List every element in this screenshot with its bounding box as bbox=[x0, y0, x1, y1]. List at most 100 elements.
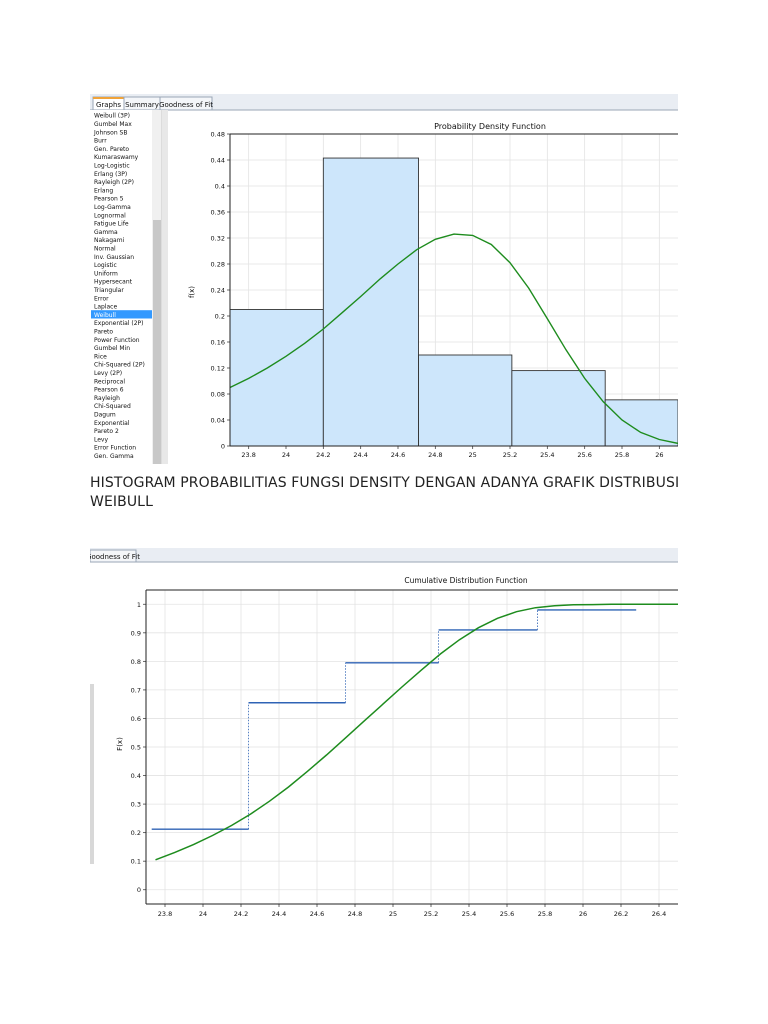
distribution-list-item[interactable]: Rayleigh (2P) bbox=[94, 179, 134, 186]
distribution-list-item[interactable]: Pareto bbox=[94, 329, 113, 336]
tab-label: Graphs bbox=[96, 101, 121, 109]
pdf-y-tick-label: 0.2 bbox=[215, 313, 225, 321]
distribution-list-item[interactable]: Levy (2P) bbox=[94, 370, 122, 377]
cdf-x-tick-label: 24.2 bbox=[234, 910, 248, 918]
distribution-list-item[interactable]: Power Function bbox=[94, 337, 140, 344]
pdf-y-tick-label: 0.36 bbox=[211, 209, 225, 217]
distribution-list-item[interactable]: Uniform bbox=[94, 270, 118, 277]
distribution-list-item[interactable]: Chi-Squared bbox=[94, 403, 131, 410]
distribution-list-item[interactable]: Error bbox=[94, 295, 109, 302]
pdf-y-tick-label: 0.28 bbox=[211, 261, 225, 269]
distribution-list-item[interactable]: Hypersecant bbox=[94, 279, 133, 286]
cdf-y-tick-label: 0.7 bbox=[131, 686, 141, 694]
tab-label: Goodness of Fit bbox=[90, 553, 140, 561]
pdf-y-tick-label: 0.08 bbox=[211, 391, 225, 399]
cdf-y-tick-label: 0.2 bbox=[131, 829, 141, 837]
distribution-list-item[interactable]: Burr bbox=[94, 138, 107, 145]
pdf-window-svg: Graphs Summary Goodness of Fit Weibull (3P… bbox=[90, 94, 679, 464]
pdf-y-tick-label: 0.16 bbox=[211, 339, 225, 347]
cdf-y-tick-label: 0 bbox=[137, 886, 141, 894]
cdf-y-tick-label: 0.6 bbox=[131, 715, 141, 723]
distribution-list-item[interactable]: Gen. Gamma bbox=[94, 453, 134, 460]
pdf-histogram-bar bbox=[511, 370, 606, 447]
cdf-x-tick-label: 25.2 bbox=[424, 910, 438, 918]
distribution-list-item[interactable]: Erlang bbox=[94, 187, 113, 194]
tab-active-indicator bbox=[93, 97, 124, 99]
cdf-y-tick-label: 0.8 bbox=[131, 658, 141, 666]
pdf-y-tick-label: 0.24 bbox=[211, 287, 225, 295]
pdf-histogram-bar bbox=[604, 399, 679, 447]
distribution-list-item[interactable]: Error Function bbox=[94, 445, 136, 452]
distribution-list-item[interactable]: Reciprocal bbox=[94, 378, 125, 385]
distribution-list-item[interactable]: Gen. Pareto bbox=[94, 146, 129, 153]
distribution-list-item[interactable]: Inv. Gaussian bbox=[94, 254, 134, 261]
pdf-x-tick-label: 25.6 bbox=[577, 451, 591, 459]
cdf-window-svg: Goodness of Fit Cumulative Distribution … bbox=[86, 548, 678, 924]
cdf-y-tick-label: 0.9 bbox=[131, 629, 141, 637]
tab-goodness-of-fit[interactable] bbox=[89, 549, 137, 563]
distribution-list-item[interactable]: Chi-Squared (2P) bbox=[94, 362, 145, 369]
cdf-window: Goodness of Fit Cumulative Distribution … bbox=[86, 548, 678, 924]
distribution-list-item[interactable]: Exponential (2P) bbox=[94, 320, 144, 327]
cdf-x-tick-label: 23.8 bbox=[158, 910, 172, 918]
distribution-list-item[interactable]: Pearson 5 bbox=[94, 196, 124, 203]
distribution-list-item[interactable]: Dagum bbox=[94, 412, 116, 419]
distribution-list-item[interactable]: Normal bbox=[94, 246, 116, 253]
tab-goodness-of-fit[interactable] bbox=[159, 96, 213, 111]
distribution-list-item[interactable]: Triangular bbox=[93, 287, 124, 294]
pdf-x-tick-label: 26 bbox=[655, 451, 663, 459]
cdf-chart-title: Cumulative Distribution Function bbox=[404, 576, 527, 585]
distribution-list-item[interactable]: Levy bbox=[94, 436, 108, 443]
pdf-y-axis-label: f(x) bbox=[188, 286, 196, 298]
cdf-x-tick-label: 26 bbox=[579, 910, 587, 918]
distribution-list-item[interactable]: Log-Gamma bbox=[94, 204, 131, 211]
distribution-list-item[interactable]: Pareto 2 bbox=[94, 428, 119, 435]
pdf-weibull-curve bbox=[229, 233, 679, 445]
cdf-x-tick-label: 25.4 bbox=[462, 910, 476, 918]
distribution-list-item[interactable]: Weibull bbox=[94, 312, 116, 319]
cdf-y-tick-label: 0.3 bbox=[131, 801, 141, 809]
distribution-list-item[interactable]: Johnson SB bbox=[93, 129, 127, 136]
distribution-list-item[interactable]: Rice bbox=[94, 353, 107, 360]
cdf-x-tick-label: 24.6 bbox=[310, 910, 324, 918]
pdf-x-tick-label: 24.2 bbox=[316, 451, 330, 459]
pdf-y-tick-label: 0.12 bbox=[211, 365, 225, 373]
pdf-x-tick-label: 24.8 bbox=[428, 451, 442, 459]
distribution-list-item[interactable]: Pearson 6 bbox=[94, 387, 124, 394]
pdf-x-tick-label: 25.8 bbox=[615, 451, 629, 459]
distribution-list-item[interactable]: Gamma bbox=[94, 229, 118, 236]
distribution-list-item[interactable]: Nakagami bbox=[94, 237, 125, 244]
cdf-weibull-curve bbox=[155, 603, 678, 861]
pdf-y-tick-label: 0.44 bbox=[211, 157, 225, 165]
cdf-y-axis-label: F(x) bbox=[116, 737, 124, 751]
distribution-list-item[interactable]: Laplace bbox=[94, 304, 117, 311]
cdf-y-tick-label: 0.4 bbox=[131, 772, 141, 780]
pdf-y-tick-label: 0.04 bbox=[211, 417, 225, 425]
pdf-y-tick-label: 0.48 bbox=[211, 131, 225, 139]
pdf-x-tick-label: 25 bbox=[469, 451, 477, 459]
pdf-window: Graphs Summary Goodness of Fit Weibull (3P… bbox=[90, 94, 679, 464]
cdf-y-tick-label: 0.5 bbox=[131, 744, 141, 752]
list-item-selected-highlight bbox=[91, 310, 152, 319]
pdf-x-tick-label: 24.6 bbox=[391, 451, 405, 459]
distribution-list-item[interactable]: Fatigue Life bbox=[94, 221, 129, 228]
pdf-y-tick-label: 0.4 bbox=[215, 183, 225, 191]
distribution-list-item[interactable]: Weibull (3P) bbox=[94, 113, 130, 120]
distribution-list-item[interactable]: Erlang (3P) bbox=[94, 171, 127, 178]
distribution-list-item[interactable]: Logistic bbox=[94, 262, 117, 269]
cdf-y-tick-label: 1 bbox=[137, 601, 141, 609]
pdf-x-tick-label: 24.4 bbox=[353, 451, 367, 459]
distribution-list-item[interactable]: Exponential bbox=[94, 420, 130, 427]
pdf-histogram-bar bbox=[418, 354, 513, 447]
distribution-list-item[interactable]: Gumbel Max bbox=[94, 121, 132, 128]
tab-label: Summary bbox=[125, 101, 159, 109]
distribution-list-item[interactable]: Lognormal bbox=[94, 212, 126, 219]
pdf-histogram-bar bbox=[322, 157, 419, 447]
pdf-histogram-bar bbox=[229, 309, 324, 447]
figure-caption: HISTOGRAM PROBABILITIAS FUNGSI DENSITY D… bbox=[90, 475, 680, 510]
distribution-list-item[interactable]: Rayleigh bbox=[94, 395, 120, 402]
distribution-list-item[interactable]: Gumbel Min bbox=[94, 345, 130, 352]
distribution-list-item[interactable]: Kumaraswamy bbox=[94, 154, 139, 161]
distribution-list-item[interactable]: Log-Logistic bbox=[94, 163, 130, 170]
pdf-y-tick-label: 0 bbox=[221, 443, 225, 451]
